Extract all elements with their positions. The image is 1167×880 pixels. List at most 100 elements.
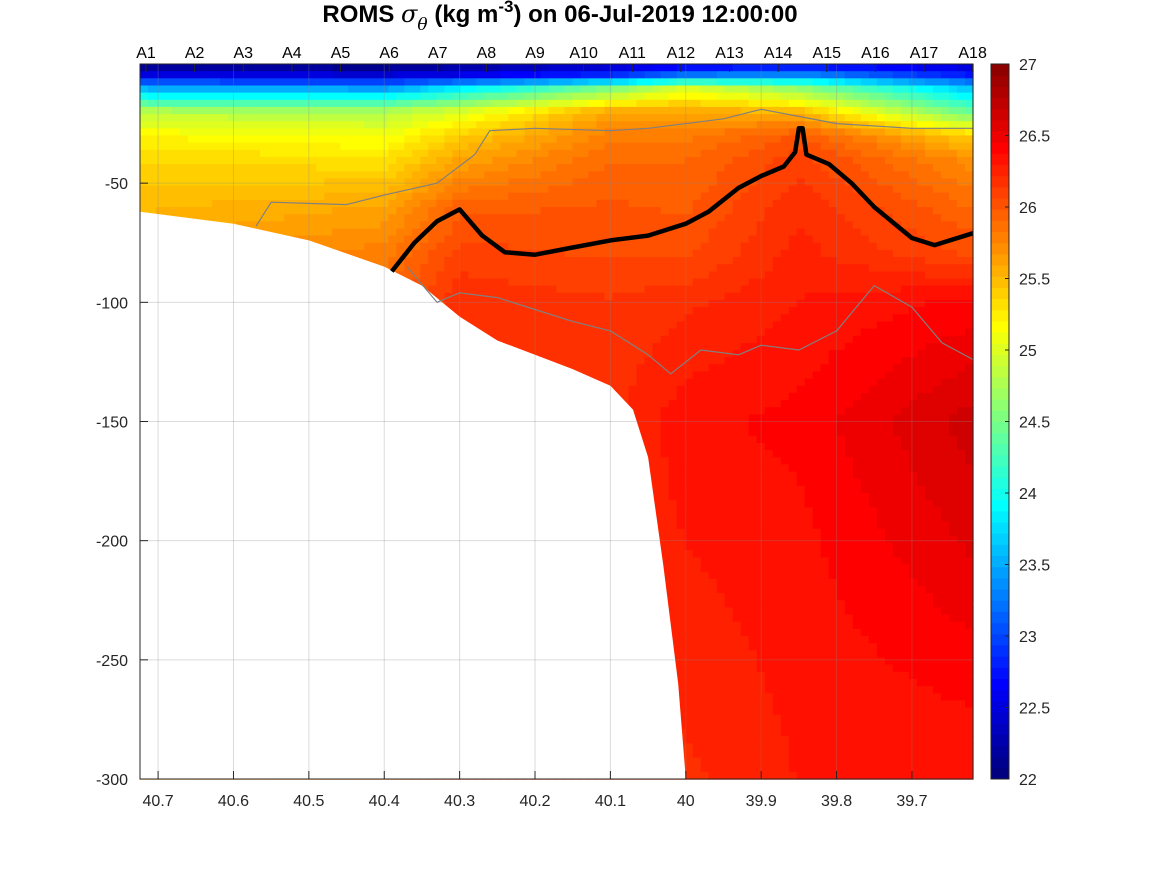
heatmap-cell bbox=[396, 99, 405, 108]
heatmap-cell bbox=[292, 171, 301, 180]
heatmap-cell bbox=[476, 92, 485, 101]
heatmap-cell bbox=[508, 71, 517, 79]
heatmap-cell bbox=[316, 135, 325, 144]
heatmap-cell bbox=[324, 221, 333, 230]
heatmap-cell bbox=[420, 242, 429, 251]
heatmap-cell bbox=[516, 199, 526, 208]
heatmap-cell bbox=[500, 178, 509, 187]
heatmap-cell bbox=[276, 185, 285, 194]
heatmap-cell bbox=[500, 328, 509, 337]
heatmap-cell bbox=[436, 85, 445, 94]
heatmap-cell bbox=[396, 149, 405, 158]
heatmap-cell bbox=[284, 121, 293, 129]
heatmap-cell bbox=[220, 192, 229, 201]
heatmap-cell bbox=[492, 228, 501, 237]
heatmap-cell bbox=[516, 278, 526, 287]
heatmap-cell bbox=[356, 156, 365, 165]
heatmap-cell bbox=[476, 249, 485, 258]
heatmap-cell bbox=[516, 321, 526, 330]
heatmap-cell bbox=[436, 164, 445, 172]
heatmap-cell bbox=[484, 71, 493, 79]
heatmap-cell bbox=[364, 228, 373, 237]
heatmap-cell bbox=[508, 271, 517, 280]
heatmap-cell bbox=[252, 114, 261, 122]
heatmap-cell bbox=[428, 242, 437, 251]
heatmap-cell bbox=[260, 142, 269, 151]
heatmap-cell bbox=[508, 64, 517, 72]
heatmap-cell bbox=[372, 235, 381, 244]
heatmap-cell bbox=[276, 192, 285, 201]
heatmap-cell bbox=[164, 135, 173, 144]
heatmap-cell bbox=[204, 135, 213, 144]
heatmap-cell bbox=[356, 214, 365, 222]
heatmap-cell bbox=[388, 207, 397, 215]
heatmap-cell bbox=[516, 99, 526, 108]
heatmap-cell bbox=[524, 106, 534, 115]
heatmap-cell bbox=[380, 106, 389, 115]
heatmap-cell bbox=[532, 292, 542, 301]
heatmap-cell bbox=[444, 171, 453, 180]
heatmap-cell bbox=[524, 178, 534, 187]
heatmap-cell bbox=[532, 228, 542, 237]
heatmap-cell bbox=[500, 292, 509, 301]
heatmap-cell bbox=[500, 271, 509, 280]
heatmap-cell bbox=[300, 164, 309, 172]
heatmap-cell bbox=[292, 221, 301, 230]
heatmap-cell bbox=[316, 164, 325, 172]
heatmap-cell bbox=[444, 285, 453, 294]
heatmap-cell bbox=[172, 178, 181, 187]
heatmap-cell bbox=[516, 71, 526, 79]
heatmap-cell bbox=[436, 92, 445, 101]
heatmap-cell bbox=[308, 171, 317, 180]
heatmap-cell bbox=[316, 207, 325, 215]
heatmap-cell bbox=[468, 207, 477, 215]
heatmap-cell bbox=[484, 178, 493, 187]
heatmap-cell bbox=[156, 185, 165, 194]
heatmap-cell bbox=[316, 192, 325, 201]
heatmap-cell bbox=[220, 185, 229, 194]
heatmap-cell bbox=[476, 185, 485, 194]
heatmap-cell bbox=[476, 135, 485, 144]
heatmap-cell bbox=[308, 142, 317, 151]
heatmap-cell bbox=[476, 128, 485, 137]
heatmap-cell bbox=[284, 128, 293, 137]
heatmap-cell bbox=[196, 114, 205, 122]
heatmap-cell bbox=[500, 285, 509, 294]
heatmap-cell bbox=[404, 106, 413, 115]
heatmap-cell bbox=[412, 185, 421, 194]
heatmap-cell bbox=[468, 264, 477, 272]
heatmap-cell bbox=[404, 78, 413, 87]
heatmap-cell bbox=[332, 185, 341, 194]
heatmap-cell bbox=[412, 135, 421, 144]
heatmap-cell bbox=[300, 185, 309, 194]
heatmap-cell bbox=[468, 71, 477, 79]
heatmap-cell bbox=[292, 207, 301, 215]
heatmap-cell bbox=[252, 64, 261, 72]
heatmap-cell bbox=[308, 121, 317, 129]
heatmap-cell bbox=[508, 192, 517, 201]
heatmap-cell bbox=[452, 228, 461, 237]
heatmap-cell bbox=[340, 228, 349, 237]
heatmap-cell bbox=[156, 71, 165, 79]
heatmap-cell bbox=[452, 292, 461, 301]
heatmap-cell bbox=[340, 221, 349, 230]
heatmap-cell bbox=[444, 257, 453, 265]
heatmap-cell bbox=[324, 164, 333, 172]
heatmap-cell bbox=[428, 171, 437, 180]
heatmap-cell bbox=[508, 278, 517, 287]
heatmap-cell bbox=[364, 135, 373, 144]
heatmap-cell bbox=[476, 321, 485, 330]
heatmap-cell bbox=[204, 71, 213, 79]
heatmap-cell bbox=[148, 71, 157, 79]
heatmap-cell bbox=[172, 78, 181, 87]
heatmap-cell bbox=[228, 106, 237, 115]
heatmap-cell bbox=[476, 171, 485, 180]
heatmap-cell bbox=[356, 178, 365, 187]
heatmap-cell bbox=[516, 328, 526, 337]
heatmap-cell bbox=[276, 71, 285, 79]
heatmap-cell bbox=[188, 185, 197, 194]
heatmap-cell bbox=[308, 185, 317, 194]
heatmap-cell bbox=[164, 121, 173, 129]
heatmap-cell bbox=[228, 142, 237, 151]
heatmap-cell bbox=[148, 199, 157, 208]
